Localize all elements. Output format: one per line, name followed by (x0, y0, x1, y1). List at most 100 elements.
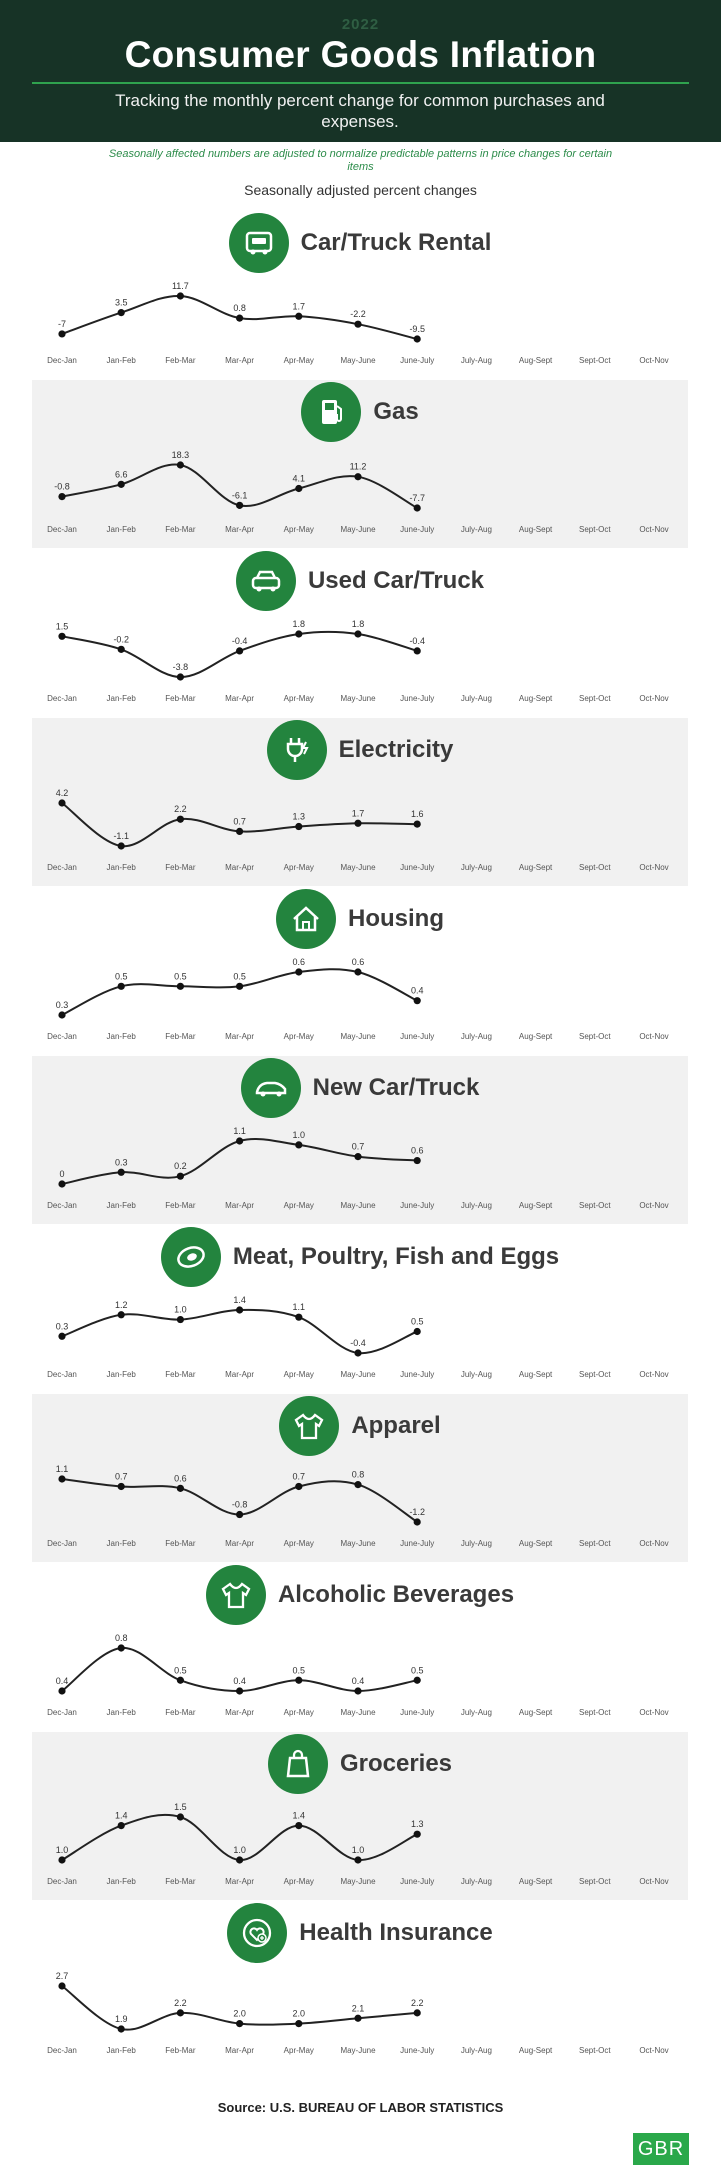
x-tick-label: Oct-Nov (639, 694, 668, 703)
data-label: 0 (59, 1169, 64, 1179)
data-label: 1.0 (352, 1845, 365, 1855)
line-chart: 0 0.3 0.2 1.1 1.0 0.7 0.6 Dec-Jan Jan-Feb Feb-Mar… (47, 1126, 669, 1210)
data-point (176, 982, 184, 990)
x-tick-label: Oct-Nov (639, 356, 668, 365)
house-icon (276, 889, 336, 949)
x-tick-label: Aug-Sept (519, 356, 553, 365)
x-tick-label: June-July (400, 2046, 434, 2055)
data-label: 0.3 (115, 1157, 128, 1167)
x-tick-label: May-June (340, 1201, 376, 1210)
x-tick-label: June-July (400, 356, 434, 365)
chart-title: Alcoholic Beverages (277, 1581, 515, 1608)
data-label: 0.4 (352, 1676, 365, 1686)
x-tick-label: Mar-Apr (225, 356, 254, 365)
x-tick-label: Feb-Mar (165, 1032, 196, 1041)
data-label: 4.1 (293, 473, 306, 483)
data-label: 1.1 (293, 1302, 306, 1312)
x-tick-label: Sept-Oct (579, 2046, 611, 2055)
x-tick-label: Sept-Oct (579, 356, 611, 365)
line-chart: 4.2 -1.1 2.2 0.7 1.3 1.7 1.6 Dec-Jan Jan-Feb Feb-… (47, 788, 669, 872)
data-label: 4.2 (56, 788, 69, 798)
data-label: 2.2 (174, 1998, 187, 2008)
chart-panel: Health Insurance 2.7 1.9 2.2 2.0 2.0 2.1 2.2 Dec… (32, 1901, 688, 2069)
data-point (176, 1172, 184, 1180)
chart-panel: Meat, Poultry, Fish and Eggs 0.3 1.2 1.0 1.4… (32, 1225, 688, 1393)
data-label: 1.0 (56, 1845, 69, 1855)
data-label: -1.1 (113, 831, 129, 841)
x-tick-label: Oct-Nov (639, 1032, 668, 1041)
x-tick-label: May-June (340, 2046, 376, 2055)
x-tick-label: Sept-Oct (579, 1539, 611, 1548)
chart-header: Gas (32, 380, 688, 444)
line-chart: 2.7 1.9 2.2 2.0 2.0 2.1 2.2 Dec-Jan Jan-Feb Feb-M… (47, 1971, 669, 2055)
line-chart: 1.1 0.7 0.6 -0.8 0.7 0.8 -1.2 Dec-Jan Jan-Feb Feb… (47, 1464, 669, 1548)
data-point (117, 1822, 125, 1830)
x-tick-label: Sept-Oct (579, 1032, 611, 1041)
data-label: 1.9 (115, 2014, 128, 2024)
data-label: 0.5 (174, 971, 187, 981)
x-tick-label: June-July (400, 1539, 434, 1548)
data-label: 0.7 (233, 816, 246, 826)
data-label: 1.7 (293, 301, 306, 311)
data-label: -1.2 (409, 1507, 425, 1517)
x-tick-label: June-July (400, 525, 434, 534)
data-label: 1.8 (352, 619, 365, 629)
data-label: -6.1 (232, 490, 248, 500)
data-point (295, 2020, 303, 2028)
x-tick-label: Aug-Sept (519, 2046, 553, 2055)
data-point (413, 997, 421, 1005)
line-chart: 0.3 1.2 1.0 1.4 1.1 -0.4 0.5 Dec-Jan Jan-Feb Feb-… (47, 1295, 669, 1379)
data-label: 2.2 (174, 804, 187, 814)
data-label: 0.3 (56, 1000, 69, 1010)
data-point (413, 1830, 421, 1838)
data-point (354, 473, 362, 481)
data-label: 1.8 (293, 619, 306, 629)
x-tick-label: Aug-Sept (519, 1539, 553, 1548)
data-point (354, 1687, 362, 1695)
line-chart: 0.3 0.5 0.5 0.5 0.6 0.6 0.4 Dec-Jan Jan-Feb Feb-M… (47, 957, 669, 1041)
data-point (354, 2014, 362, 2022)
x-tick-label: Mar-Apr (225, 1032, 254, 1041)
x-tick-label: Aug-Sept (519, 1201, 553, 1210)
x-tick-label: Apr-May (284, 1370, 314, 1379)
data-point (176, 1315, 184, 1324)
data-point (413, 2009, 421, 2017)
line-chart: 0.4 0.8 0.5 0.4 0.5 0.4 0.5 Dec-Jan Jan-Feb Feb-M… (47, 1633, 669, 1717)
x-tick-label: Aug-Sept (519, 1877, 553, 1886)
x-tick-label: July-Aug (461, 525, 492, 534)
x-tick-label: June-July (400, 694, 434, 703)
x-tick-label: Dec-Jan (47, 1877, 77, 1886)
data-label: 0.5 (293, 1665, 306, 1675)
data-point (236, 647, 244, 655)
x-tick-label: June-July (400, 863, 434, 872)
plug-icon (266, 720, 327, 780)
data-label: 0.8 (352, 1470, 365, 1480)
x-tick-label: Oct-Nov (639, 1201, 668, 1210)
data-point (176, 1813, 184, 1821)
data-point (58, 1332, 66, 1340)
x-tick-label: May-June (340, 694, 376, 703)
x-tick-label: Oct-Nov (639, 1708, 668, 1717)
x-tick-label: Apr-May (284, 2046, 314, 2055)
x-tick-label: Dec-Jan (47, 1370, 77, 1379)
x-tick-label: July-Aug (461, 356, 492, 365)
x-tick-label: Feb-Mar (165, 1539, 196, 1548)
data-point (354, 1349, 362, 1357)
seasonal-note: Seasonally affected numbers are adjusted… (108, 148, 613, 173)
data-point (236, 1510, 244, 1519)
data-label: -0.8 (232, 1500, 248, 1510)
x-tick-label: Apr-May (284, 525, 314, 534)
data-point (236, 1137, 244, 1145)
data-point (295, 312, 303, 320)
data-point (58, 492, 66, 501)
data-label: 11.7 (172, 281, 189, 291)
car-rental-icon (228, 213, 289, 273)
x-tick-label: Oct-Nov (639, 863, 668, 872)
gbr-logo: GBR (633, 2133, 689, 2165)
data-label: 0.6 (411, 1146, 424, 1156)
data-point (58, 1982, 66, 1990)
chart-panel: Gas -0.8 6.6 18.3 -6.1 4.1 11.2 -7.7 Dec-Jan Jan-… (32, 380, 688, 548)
data-point (295, 822, 303, 831)
data-label: -0.4 (350, 1338, 366, 1348)
data-label: 0.7 (115, 1471, 128, 1481)
